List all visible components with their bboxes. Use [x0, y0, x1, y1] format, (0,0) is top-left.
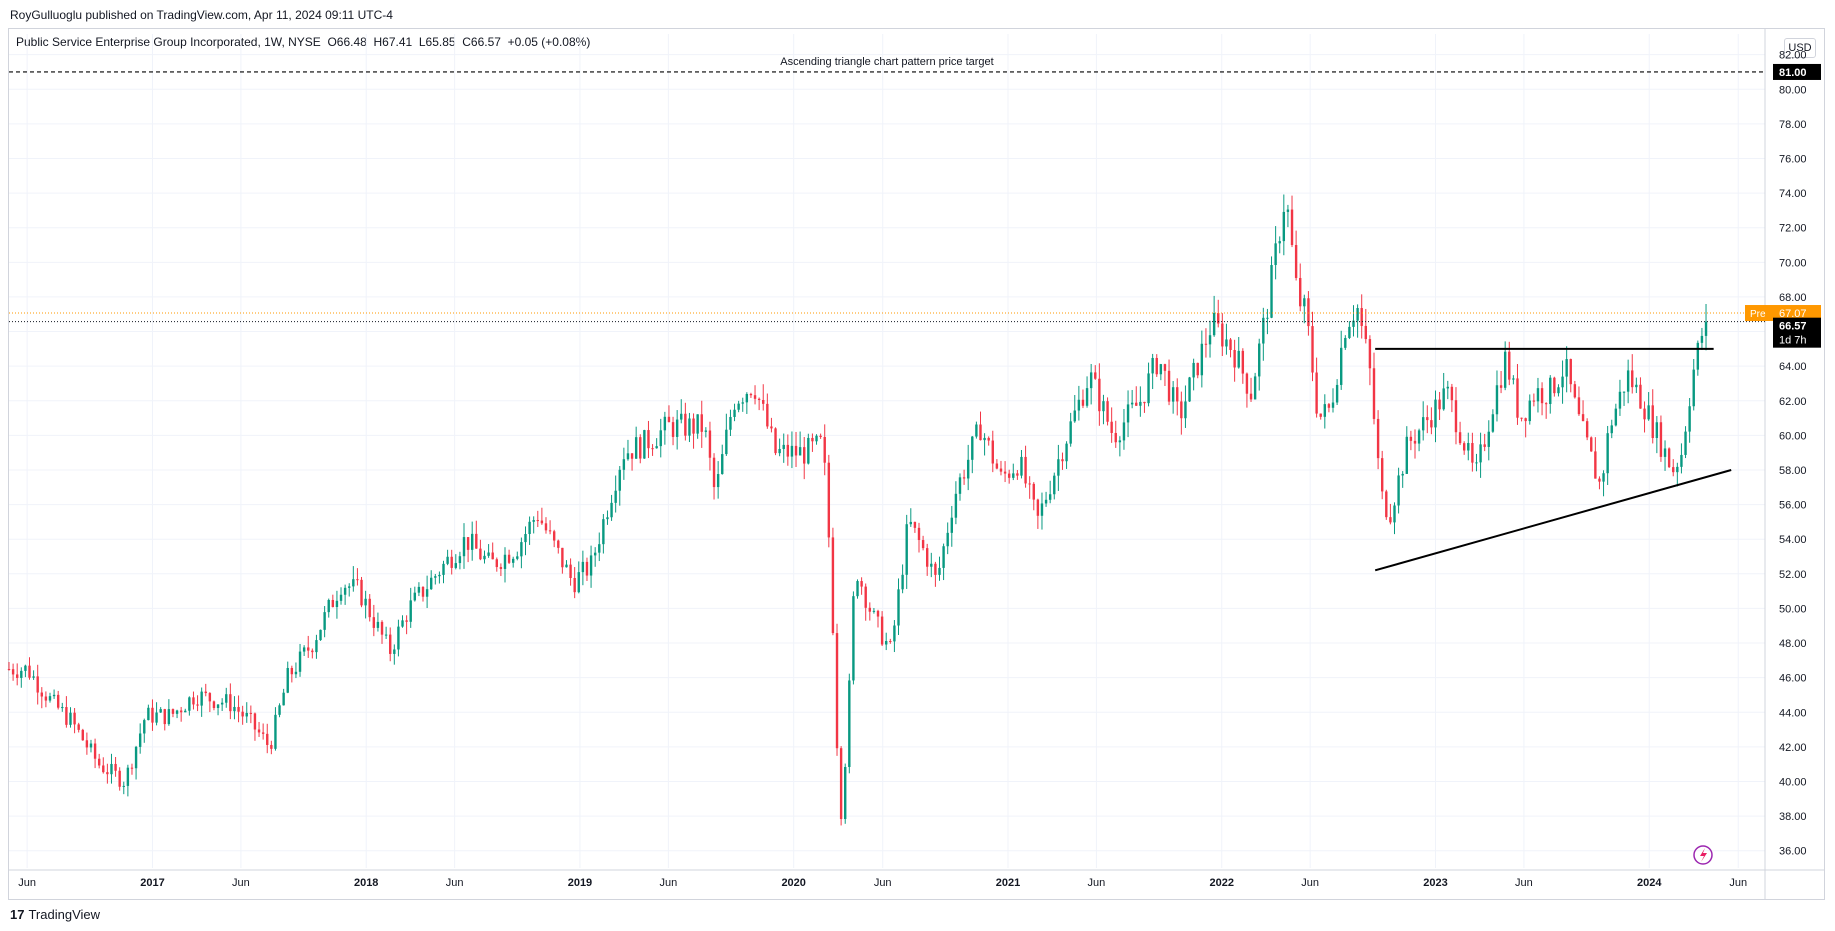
tradingview-footer[interactable]: 17 TradingView [10, 907, 100, 922]
brand-name: TradingView [28, 907, 101, 922]
currency-button[interactable]: USD [1784, 38, 1816, 58]
chart-frame [8, 28, 1825, 900]
symbol-legend: Public Service Enterprise Group Incorpor… [16, 35, 591, 49]
publisher-line: RoyGulluoglu published on TradingView.co… [10, 8, 393, 22]
tradingview-logo-icon: 17 [10, 907, 25, 922]
